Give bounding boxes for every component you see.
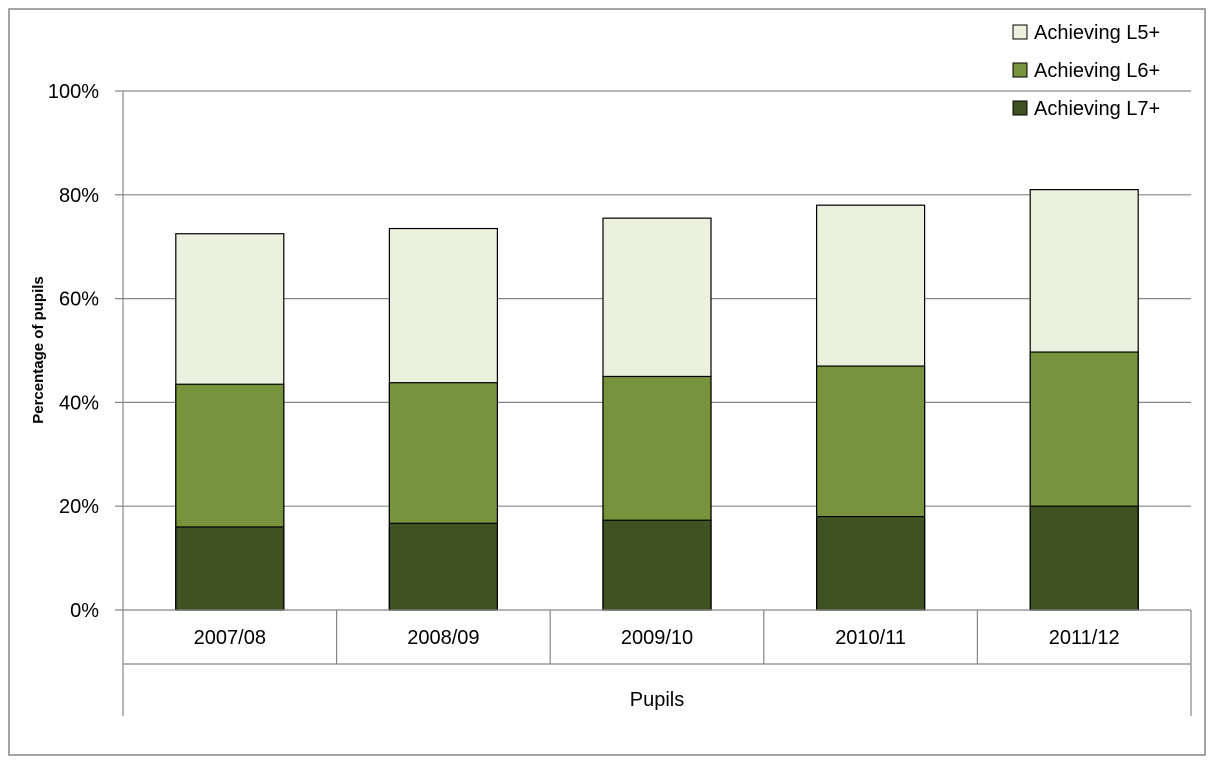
bar-achieving-l7--2011-12 bbox=[1030, 506, 1138, 610]
y-tick-label: 80% bbox=[59, 185, 99, 207]
y-tick-label: 20% bbox=[59, 496, 99, 518]
x-axis-label: Pupils bbox=[630, 689, 684, 711]
bar-achieving-l7--2009-10 bbox=[603, 520, 711, 610]
y-tick-label: 40% bbox=[59, 392, 99, 414]
legend-label: Achieving L7+ bbox=[1034, 98, 1160, 120]
bar-achieving-l7--2008-09 bbox=[389, 523, 497, 610]
legend-swatch bbox=[1013, 101, 1027, 115]
bar-achieving-l7--2007-08 bbox=[176, 527, 284, 610]
x-category-label: 2010/11 bbox=[835, 627, 906, 649]
bar-achieving-l7--2010-11 bbox=[817, 517, 925, 610]
y-tick-label: 60% bbox=[59, 289, 99, 311]
legend-swatch bbox=[1013, 25, 1027, 39]
legend-label: Achieving L5+ bbox=[1034, 22, 1160, 44]
x-category-label: 2008/09 bbox=[407, 627, 479, 649]
y-axis-label: Percentage of pupils bbox=[30, 276, 47, 424]
x-category-label: 2007/08 bbox=[194, 627, 266, 649]
x-category-label: 2011/12 bbox=[1049, 627, 1120, 649]
y-tick-label: 100% bbox=[48, 81, 99, 103]
legend-label: Achieving L6+ bbox=[1034, 60, 1160, 82]
y-tick-label: 0% bbox=[70, 600, 99, 622]
legend: Achieving L5+ Achieving L6+ Achieving L7+ bbox=[1013, 22, 1160, 120]
x-category-label: 2009/10 bbox=[621, 627, 693, 649]
legend-swatch bbox=[1013, 63, 1027, 77]
